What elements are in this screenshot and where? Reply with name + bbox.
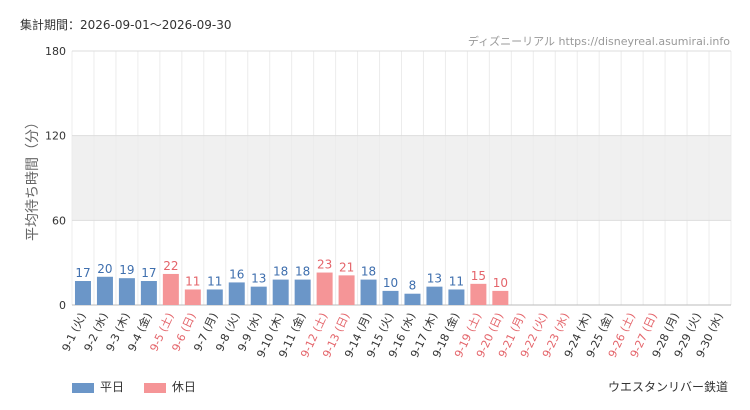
legend-swatch-weekday xyxy=(72,382,94,393)
bar-value-label: 17 xyxy=(75,266,90,280)
legend-label-holiday: 休日 xyxy=(171,380,196,394)
bar xyxy=(96,276,113,305)
bar xyxy=(228,282,245,305)
bar-value-label: 19 xyxy=(119,263,134,277)
bar-value-label: 21 xyxy=(339,260,354,274)
bar-value-label: 23 xyxy=(317,258,332,272)
site-credit: ディズニーリアル https://disneyreal.asumirai.inf… xyxy=(467,35,730,48)
bar-value-label: 10 xyxy=(493,276,508,290)
y-axis-label: 平均待ち時間（分） xyxy=(25,115,41,241)
bar-value-label: 11 xyxy=(449,274,464,288)
bar-value-label: 20 xyxy=(97,262,112,276)
legend-swatch-holiday xyxy=(143,382,166,393)
bar-value-label: 18 xyxy=(361,265,376,279)
y-tick-label: 180 xyxy=(45,45,66,58)
y-tick-label: 0 xyxy=(59,299,66,312)
bar xyxy=(250,286,267,305)
bar-value-label: 22 xyxy=(163,259,178,273)
bar-value-label: 13 xyxy=(427,272,442,286)
bar xyxy=(184,289,201,305)
legend-item-holiday: 休日 xyxy=(143,378,196,395)
bar-value-label: 18 xyxy=(295,265,310,279)
legend-label-weekday: 平日 xyxy=(100,380,125,394)
bar xyxy=(448,289,465,305)
bar-value-label: 11 xyxy=(207,274,222,288)
collection-period: 集計期間：2026-09-01～2026-09-30 xyxy=(20,18,232,32)
bar xyxy=(470,283,487,305)
bar xyxy=(294,279,311,305)
chart-legend: 平日 休日 xyxy=(72,378,212,395)
bar-value-label: 11 xyxy=(185,274,200,288)
bar xyxy=(426,286,443,305)
bar xyxy=(162,273,179,305)
bar xyxy=(382,290,399,305)
y-tick-label: 120 xyxy=(45,130,66,143)
bar xyxy=(404,293,421,305)
bar xyxy=(492,290,509,305)
attraction-name: ウエスタンリバー鉄道 xyxy=(607,380,728,394)
bar xyxy=(206,289,223,305)
bar-value-label: 16 xyxy=(229,267,244,281)
bar xyxy=(118,278,135,305)
bar-value-label: 8 xyxy=(409,279,417,293)
bar-value-label: 18 xyxy=(273,265,288,279)
bar-value-label: 13 xyxy=(251,272,266,286)
bar xyxy=(338,275,355,305)
bar-value-label: 10 xyxy=(383,276,398,290)
bar xyxy=(360,279,377,305)
bar xyxy=(140,281,157,305)
bar xyxy=(74,281,91,305)
bar-value-label: 17 xyxy=(141,266,156,280)
bar xyxy=(316,272,333,305)
bar-value-label: 15 xyxy=(471,269,486,283)
bar xyxy=(272,279,289,305)
legend-item-weekday: 平日 xyxy=(72,378,124,395)
y-tick-label: 60 xyxy=(52,214,66,227)
